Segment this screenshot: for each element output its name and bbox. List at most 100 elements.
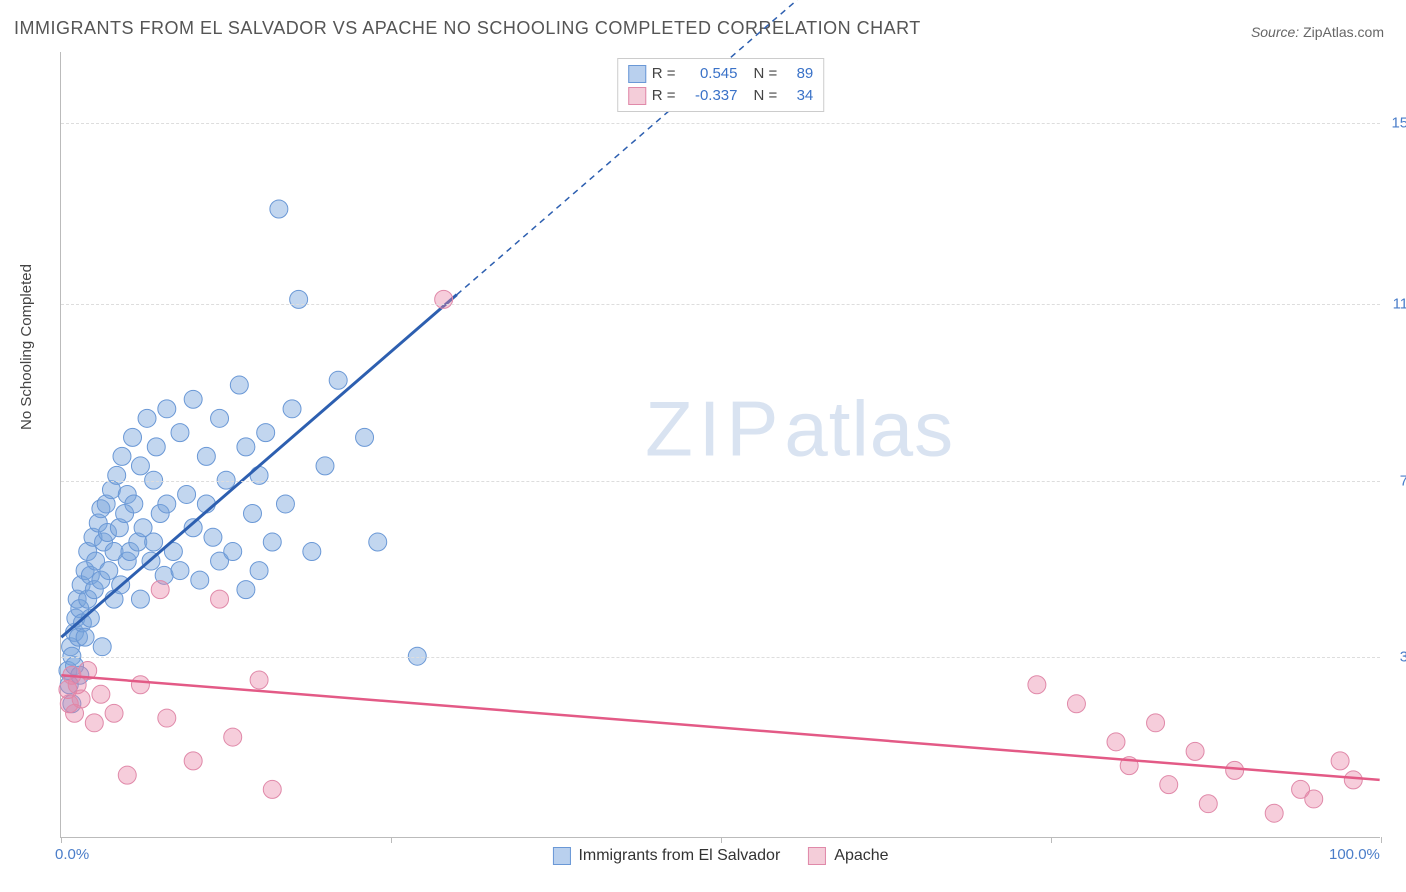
data-point (158, 400, 176, 418)
data-point (113, 447, 131, 465)
data-point (1067, 695, 1085, 713)
data-point (138, 409, 156, 427)
source-label: Source: (1251, 24, 1299, 40)
source-attribution: Source: ZipAtlas.com (1251, 24, 1384, 40)
r-label: R = (652, 85, 676, 107)
y-tick-label: 3.8% (1400, 648, 1406, 665)
data-point (1199, 795, 1217, 813)
gridline (61, 657, 1380, 658)
data-point (197, 447, 215, 465)
data-point (303, 543, 321, 561)
data-point (158, 709, 176, 727)
data-point (283, 400, 301, 418)
data-point (224, 543, 242, 561)
data-point (329, 371, 347, 389)
legend-label: Immigrants from El Salvador (578, 847, 780, 865)
data-point (1160, 776, 1178, 794)
data-point (178, 485, 196, 503)
data-point (147, 438, 165, 456)
chart-title: IMMIGRANTS FROM EL SALVADOR VS APACHE NO… (14, 18, 921, 39)
y-tick-label: 11.2% (1393, 296, 1406, 313)
trend-line-extrapolated (457, 0, 852, 295)
data-point (276, 495, 294, 513)
data-point (211, 409, 229, 427)
data-point (85, 714, 103, 732)
series-swatch (628, 65, 646, 83)
data-point (171, 424, 189, 442)
data-point (316, 457, 334, 475)
data-point (1107, 733, 1125, 751)
data-point (76, 628, 94, 646)
data-point (1305, 790, 1323, 808)
data-point (356, 428, 374, 446)
data-point (171, 562, 189, 580)
data-point (131, 457, 149, 475)
x-tick-label: 0.0% (55, 846, 89, 863)
plot-svg (61, 52, 1380, 837)
r-value: 0.545 (682, 63, 738, 85)
n-label: N = (754, 63, 778, 85)
x-tick-mark (61, 837, 62, 843)
x-tick-label: 100.0% (1329, 846, 1380, 863)
data-point (435, 290, 453, 308)
legend-label: Apache (834, 847, 888, 865)
data-point (184, 390, 202, 408)
data-point (211, 590, 229, 608)
data-point (145, 533, 163, 551)
x-tick-mark (1381, 837, 1382, 843)
series-swatch (628, 87, 646, 105)
data-point (1265, 804, 1283, 822)
data-point (131, 676, 149, 694)
data-point (1331, 752, 1349, 770)
data-point (93, 638, 111, 656)
data-point (1186, 742, 1204, 760)
stats-row: R = -0.337 N = 34 (628, 85, 814, 107)
data-point (250, 562, 268, 580)
data-point (124, 428, 142, 446)
data-point (224, 728, 242, 746)
gridline (61, 304, 1380, 305)
data-point (158, 495, 176, 513)
data-point (1028, 676, 1046, 694)
r-label: R = (652, 63, 676, 85)
data-point (1226, 761, 1244, 779)
data-point (244, 504, 262, 522)
y-tick-label: 15.0% (1391, 115, 1406, 132)
x-tick-mark (721, 837, 722, 843)
legend-item: Apache (808, 847, 888, 865)
y-axis-label: No Schooling Completed (18, 264, 35, 430)
data-point (263, 780, 281, 798)
data-point (290, 290, 308, 308)
correlation-stats-box: R = 0.545N = 89R = -0.337N = 34 (617, 58, 825, 112)
data-point (263, 533, 281, 551)
bottom-legend: Immigrants from El Salvador Apache (552, 847, 888, 865)
data-point (131, 590, 149, 608)
data-point (105, 704, 123, 722)
x-tick-mark (1051, 837, 1052, 843)
data-point (1344, 771, 1362, 789)
data-point (118, 766, 136, 784)
gridline (61, 481, 1380, 482)
r-value: -0.337 (682, 85, 738, 107)
chart-plot-area: ZIPatlas R = 0.545N = 89R = -0.337N = 34… (60, 52, 1380, 838)
data-point (230, 376, 248, 394)
data-point (100, 562, 118, 580)
data-point (237, 438, 255, 456)
data-point (204, 528, 222, 546)
y-tick-label: 7.5% (1400, 472, 1406, 489)
series-swatch (808, 847, 826, 865)
stats-row: R = 0.545N = 89 (628, 63, 814, 85)
n-label: N = (754, 85, 778, 107)
trend-line (61, 675, 1379, 780)
data-point (151, 581, 169, 599)
data-point (92, 685, 110, 703)
data-point (369, 533, 387, 551)
data-point (257, 424, 275, 442)
n-value: 34 (783, 85, 813, 107)
data-point (72, 690, 90, 708)
data-point (270, 200, 288, 218)
source-value: ZipAtlas.com (1303, 24, 1384, 40)
legend-item: Immigrants from El Salvador (552, 847, 780, 865)
data-point (250, 671, 268, 689)
x-tick-mark (391, 837, 392, 843)
